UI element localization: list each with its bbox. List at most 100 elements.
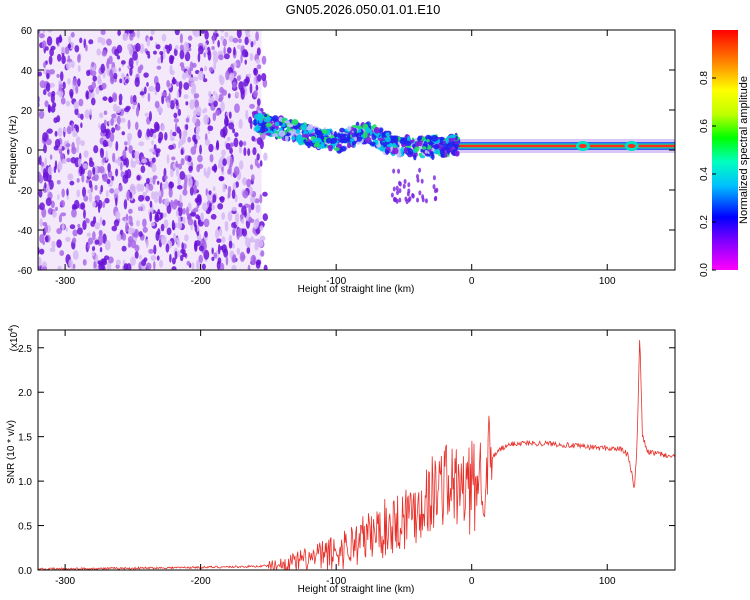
noise-blob [136,219,140,227]
noise-blob [151,191,155,200]
noise-blob [56,90,62,96]
noise-blob [250,254,257,265]
noise-blob [256,217,259,228]
noise-blob [168,92,171,103]
noise-blob [144,112,149,117]
noise-blob [151,157,156,164]
signal-blob [414,145,420,153]
noise-blob [47,104,52,113]
noise-blob [46,36,53,46]
noise-blob [109,132,115,143]
noise-blob [145,177,150,184]
noise-blob [234,103,240,114]
noise-blob [71,146,77,155]
signal-blob [287,123,294,128]
noise-blob [120,161,123,172]
noise-blob [202,109,205,114]
noise-blob [208,202,213,210]
noise-blob [182,208,186,215]
noise-blob [91,61,95,68]
noise-blob [211,204,216,211]
noise-blob [189,99,195,110]
snr-series-line [38,340,675,570]
noise-blob [166,154,170,165]
noise-blob [221,149,226,156]
noise-blob [193,30,200,38]
noise-blob [65,100,71,107]
signal-blob [297,139,304,146]
noise-blob [145,195,150,202]
noise-blob [189,61,194,72]
noise-blob [249,103,255,109]
noise-blob [217,39,220,48]
noise-blob [39,248,45,255]
signal-blob [263,113,268,117]
noise-blob [232,182,237,192]
noise-blob [80,202,86,210]
colorbar-tick-label: 0.8 [699,71,710,85]
noise-blob [179,33,183,44]
spectrogram-xtick-label: -300 [55,276,75,287]
signal-tail-blob [406,191,410,197]
signal-blob [253,119,257,126]
signal-blob [447,140,454,147]
noise-blob [38,174,44,184]
noise-blob [139,254,142,260]
spectrogram-noise-region [38,30,269,270]
snr-ytick-label: 0.5 [18,522,32,533]
noise-blob [234,132,239,138]
noise-blob [39,233,45,244]
noise-blob [102,233,107,244]
signal-blob [385,149,390,155]
noise-blob [198,254,203,264]
noise-blob [201,263,206,270]
noise-blob [172,222,176,231]
signal-tail-blob [396,190,400,196]
noise-blob [252,147,257,156]
signal-blob [333,133,339,138]
noise-blob [141,158,147,164]
noise-blob [222,158,227,166]
noise-blob [213,100,218,108]
noise-blob [115,197,118,207]
signal-blob [347,125,352,132]
snr-ytick-label: 2.0 [18,388,32,399]
noise-blob [249,83,253,94]
noise-blob [178,163,183,170]
noise-blob [115,168,119,177]
noise-blob [244,51,249,58]
noise-blob [148,248,154,254]
noise-blob [220,101,225,112]
noise-blob [231,264,237,270]
noise-blob [124,141,128,146]
noise-blob [185,117,190,123]
signal-blob [374,126,380,134]
noise-blob [253,39,257,46]
noise-blob [254,198,260,204]
noise-blob [43,144,47,154]
band-knot-core [627,144,636,148]
noise-blob [190,87,196,95]
noise-blob [188,177,193,188]
noise-blob [110,117,114,126]
noise-blob [211,46,215,51]
noise-blob [153,244,157,255]
noise-blob [38,71,42,77]
noise-blob [183,41,189,52]
signal-blob [454,150,460,157]
signal-blob [400,146,405,154]
signal-tail-blob [432,184,436,190]
noise-blob [195,106,202,116]
noise-blob [149,36,153,41]
noise-blob [44,182,47,189]
noise-blob [218,93,224,101]
noise-blob [76,143,80,154]
noise-blob [221,212,226,220]
noise-blob [38,265,41,270]
noise-blob [156,65,162,70]
signal-blob [254,125,259,132]
noise-blob [242,141,247,146]
noise-blob [76,177,80,183]
noise-blob [200,212,204,223]
noise-blob [74,107,79,116]
